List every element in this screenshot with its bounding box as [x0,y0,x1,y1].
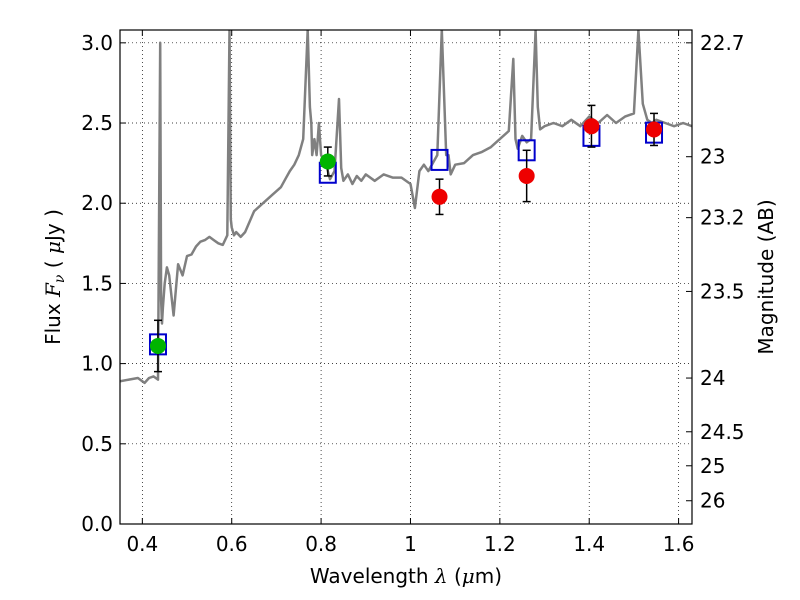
y-tick-label: 2.5 [81,111,113,135]
y-tick-label: 3.0 [81,31,113,55]
y-tick-label: 1.0 [81,352,113,376]
x-axis-title: Wavelength λ (μm) [310,564,502,588]
observed-photometry-point [583,118,600,135]
x-tick-label: 0.4 [126,532,158,556]
observed-photometry-point [646,121,663,138]
observed-photometry-point [518,167,535,184]
y-axis-title: Flux Fν ( μJy ) [41,209,68,345]
observed-photometry-point [431,188,448,205]
x-tick-label: 1.4 [573,532,605,556]
y2-tick-label: 22.7 [700,31,745,55]
x-tick-label: 0.6 [216,532,248,556]
model-photometry-square [430,148,449,171]
observed-photometry-point [149,337,166,354]
y-tick-label: 0.0 [81,512,113,536]
y2-tick-label: 23 [700,145,725,169]
grid-lines [120,30,692,525]
y2-tick-label: 24.5 [700,420,745,444]
y2-tick-label: 26 [700,489,725,513]
y2-tick-label: 23.2 [700,206,745,230]
x-tick-label: 1.2 [484,532,516,556]
data-series [120,30,692,385]
y2-tick-label: 24 [700,366,725,390]
y2-tick-label: 23.5 [700,279,745,303]
y-tick-label: 1.5 [81,271,113,295]
y2-tick-label: 25 [700,454,725,478]
y-tick-label: 0.5 [81,432,113,456]
x-tick-label: 1.6 [663,532,695,556]
plot-frame [119,29,693,525]
x-tick-label: 0.8 [305,532,337,556]
x-tick-label: 1 [404,532,417,556]
y-tick-label: 2.0 [81,191,113,215]
model-spectrum-line [120,30,692,385]
y2-axis-title: Magnitude (AB) [754,199,778,354]
observed-photometry-point [319,153,336,170]
axis-ticks: 0.4 0.6 0.8 1 1.2 1.4 1.6 0.0 0.5 1.0 1.5 2.0 2.5 3.0… [81,30,745,556]
series-group [120,30,692,385]
